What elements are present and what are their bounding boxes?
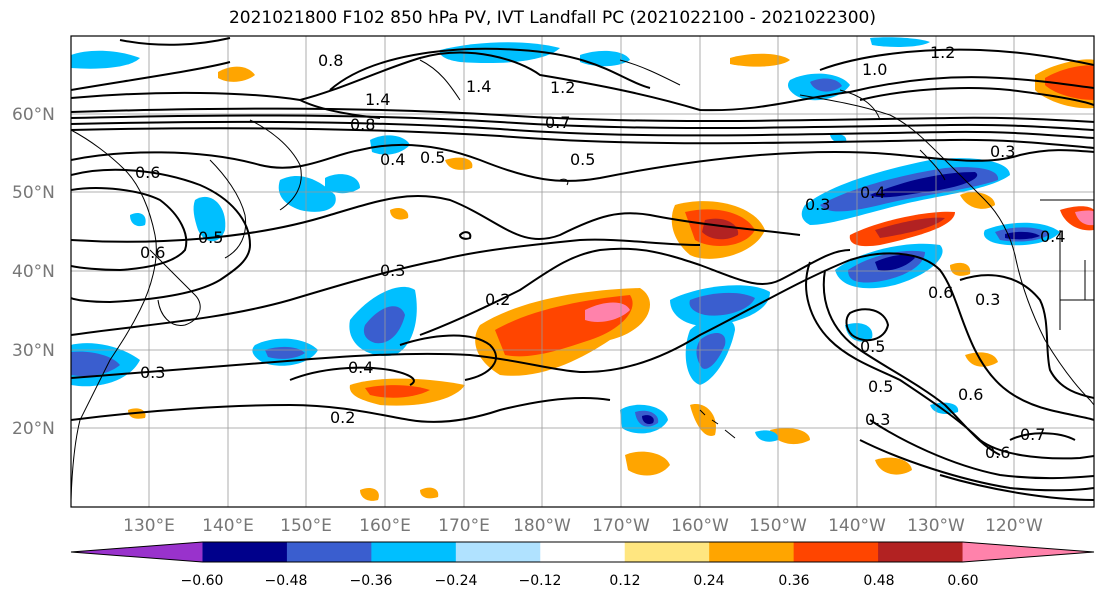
lon-label: 180°W <box>513 516 571 536</box>
contour-label: 0.2 <box>330 408 355 427</box>
contour-label: 0.4 <box>348 358 373 377</box>
contour-label: 1.4 <box>466 77 491 96</box>
lon-label: 120°W <box>985 516 1043 536</box>
contour-label: 0.6 <box>140 243 165 262</box>
contour-label: 0.3 <box>990 142 1015 161</box>
contour-label: 0.8 <box>350 115 375 134</box>
colorbar-outline <box>70 541 1095 563</box>
colorbar-swatch <box>793 542 879 562</box>
lat-label: 30°N <box>12 341 55 361</box>
contour-label: 0.3 <box>865 410 890 429</box>
lat-label: 20°N <box>12 419 55 439</box>
contour-label: 1.2 <box>550 78 575 97</box>
contour-label: 0.5 <box>570 150 595 169</box>
map-frame <box>70 35 1095 508</box>
contour-label: 0.4 <box>860 183 885 202</box>
colorbar-swatch <box>878 542 964 562</box>
colorbar <box>70 541 1095 563</box>
latitude-labels: 60°N 50°N 40°N 30°N 20°N <box>12 105 55 439</box>
contour-label: 0.5 <box>420 148 445 167</box>
colorbar-swatch <box>624 542 710 562</box>
colorbar-swatch <box>962 542 1094 562</box>
contour-label: 0.7 <box>545 113 570 132</box>
contour-label: 0.7 <box>1020 425 1045 444</box>
contour-label: 0.2 <box>485 290 510 309</box>
contour-label: 0.3 <box>805 195 830 214</box>
pv-shading <box>71 37 1094 501</box>
colorbar-tick-label: 0.48 <box>863 573 894 589</box>
colorbar-tick-label: 0.60 <box>947 573 978 589</box>
lat-label: 40°N <box>12 262 55 282</box>
contour-label: 0.3 <box>140 363 165 382</box>
contour-label: 0.4 <box>1040 227 1065 246</box>
colorbar-tick-label: 0.36 <box>778 573 809 589</box>
lat-label: 60°N <box>12 105 55 125</box>
contour-label: 0.6 <box>985 443 1010 462</box>
lon-label: 160°E <box>359 516 411 536</box>
map-title: 2021021800 F102 850 hPa PV, IVT Landfall… <box>228 8 876 28</box>
contour-label: 0.5 <box>860 337 885 356</box>
contour-label: 0.6 <box>135 163 160 182</box>
contour-label: 1.4 <box>365 90 390 109</box>
contour-label: 0.5 <box>868 377 893 396</box>
lon-label: 130°W <box>907 516 965 536</box>
lon-label: 140°E <box>202 516 254 536</box>
contour-label: 0.6 <box>928 283 953 302</box>
colorbar-swatch <box>371 542 457 562</box>
colorbar-tick-labels: −0.60 −0.48 −0.36 −0.24 −0.12 0.12 0.24 … <box>181 573 979 589</box>
colorbar-swatch <box>202 542 288 562</box>
graticule <box>71 36 1094 507</box>
contour-label: 0.8 <box>318 51 343 70</box>
contour-label: 0.5 <box>198 228 223 247</box>
colorbar-swatch <box>71 542 203 562</box>
lat-label: 50°N <box>12 183 55 203</box>
colorbar-tick-label: 0.12 <box>609 573 640 589</box>
lon-label: 150°E <box>280 516 332 536</box>
lon-label: 130°E <box>123 516 175 536</box>
contour-label: 1.0 <box>862 60 887 79</box>
colorbar-swatch <box>540 542 626 562</box>
lon-label: 160°W <box>671 516 729 536</box>
colorbar-tick-label: −0.60 <box>181 573 224 589</box>
lon-label: 170°W <box>592 516 650 536</box>
colorbar-tick-label: −0.12 <box>519 573 562 589</box>
colorbar-swatch <box>286 542 372 562</box>
colorbar-swatch <box>455 542 541 562</box>
contour-label: 0.6 <box>958 385 983 404</box>
lon-label: 170°E <box>438 516 490 536</box>
contour-label: 0.4 <box>380 150 405 169</box>
lon-label: 150°W <box>749 516 807 536</box>
longitude-labels: 130°E 140°E 150°E 160°E 170°E 180°W 170°… <box>123 516 1043 536</box>
colorbar-tick-label: 0.24 <box>693 573 724 589</box>
contour-label: 1.2 <box>930 43 955 62</box>
colorbar-tick-label: −0.48 <box>265 573 308 589</box>
colorbar-swatch <box>709 542 795 562</box>
lon-label: 140°W <box>828 516 886 536</box>
contour-label: 0.3 <box>380 261 405 280</box>
contour-labels: 0.8 1.4 1.2 1.4 0.6 1.0 0.7 0.8 0.4 0.5 … <box>135 43 1065 462</box>
contour-label: 0.3 <box>975 290 1000 309</box>
coastlines <box>71 59 1094 501</box>
colorbar-tick-label: −0.36 <box>350 573 393 589</box>
ivt-contours <box>71 37 1094 501</box>
colorbar-tick-label: −0.24 <box>435 573 478 589</box>
